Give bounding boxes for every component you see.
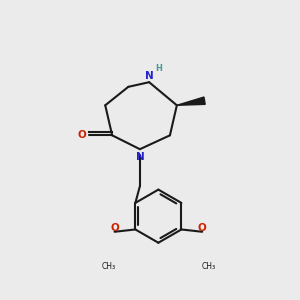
Text: O: O: [77, 130, 86, 140]
Text: N: N: [136, 152, 145, 162]
Text: CH₃: CH₃: [201, 262, 215, 271]
Text: H: H: [155, 64, 162, 73]
Text: CH₃: CH₃: [101, 262, 116, 271]
Polygon shape: [177, 97, 205, 105]
Text: N: N: [145, 71, 154, 81]
Text: O: O: [198, 223, 206, 232]
Text: O: O: [110, 223, 119, 232]
